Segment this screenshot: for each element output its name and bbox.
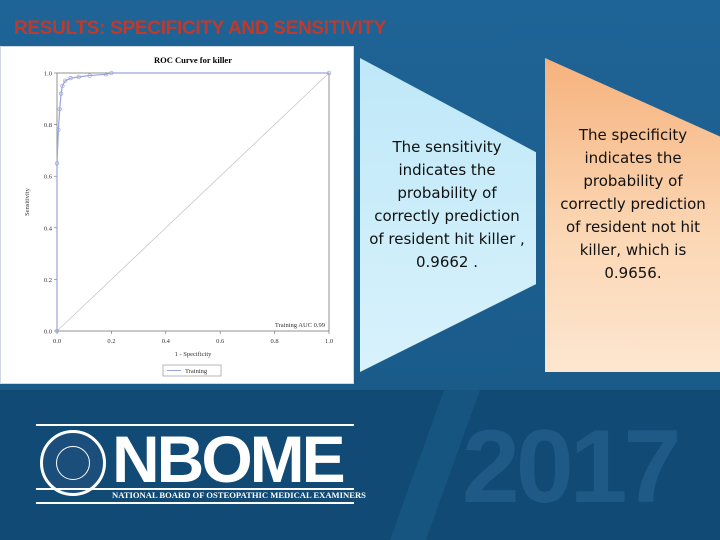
roc-point xyxy=(87,73,92,78)
y-tick-label: 0.0 xyxy=(44,329,52,336)
x-tick-label: 0.2 xyxy=(107,338,115,345)
roc-series-line xyxy=(56,72,329,331)
x-tick-label: 0.4 xyxy=(162,338,171,345)
footer-band xyxy=(0,390,720,540)
sensitivity-text: The sensitivity indicates the probabilit… xyxy=(369,138,525,271)
roc-point xyxy=(58,91,64,96)
roc-point xyxy=(326,70,332,76)
logo-mid-rule xyxy=(36,488,354,490)
logo-top-rule xyxy=(36,424,354,426)
logo-brand: NBOME xyxy=(112,422,346,496)
logo-bottom-rule xyxy=(36,502,354,504)
y-tick-label: 0.2 xyxy=(44,277,52,284)
x-tick-label: 0.6 xyxy=(216,338,225,345)
x-tick-label: 1.0 xyxy=(325,338,333,345)
roc-point xyxy=(76,74,81,80)
x-axis-label: 1 - Specificity xyxy=(175,351,213,358)
legend-label: Training xyxy=(185,368,208,375)
x-tick-label: 0.8 xyxy=(271,338,279,345)
roc-point xyxy=(57,106,62,112)
roc-point xyxy=(63,78,68,83)
y-tick-label: 1.0 xyxy=(44,71,52,78)
roc-point xyxy=(68,76,73,81)
x-tick-label: 0.0 xyxy=(53,338,61,345)
nbome-logo: NBOME NATIONAL BOARD OF OSTEOPATHIC MEDI… xyxy=(36,422,366,504)
roc-chart-card: ROC Curve for killer 0.0 0.2 0.4 0.6 0.8 1.0 0.… xyxy=(0,46,354,384)
logo-subtitle: NATIONAL BOARD OF OSTEOPATHIC MEDICAL EX… xyxy=(112,490,366,500)
slide-title: RESULTS: SPECIFICITY AND SENSITIVITY xyxy=(14,18,387,39)
roc-point xyxy=(103,72,109,77)
roc-point xyxy=(54,161,60,166)
roc-chart: ROC Curve for killer 0.0 0.2 0.4 0.6 0.8 1.0 0.… xyxy=(24,55,333,377)
seal-icon xyxy=(40,430,106,496)
diagonal-reference-line xyxy=(56,72,330,332)
roc-point xyxy=(56,127,61,132)
y-tick-label: 0.8 xyxy=(44,122,52,129)
roc-point xyxy=(60,83,65,89)
y-axis-label: Sensitivity xyxy=(24,187,31,216)
chart-title: ROC Curve for killer xyxy=(154,55,232,65)
specificity-text: The specificity indicates the probabilit… xyxy=(560,126,706,282)
auc-annotation: Training AUC 0.99 xyxy=(275,322,325,329)
y-tick-label: 0.6 xyxy=(44,174,53,181)
roc-point xyxy=(109,70,114,76)
year-watermark: 2017 xyxy=(462,409,681,525)
legend-box xyxy=(162,364,222,377)
roc-point xyxy=(54,328,60,334)
y-tick-label: 0.4 xyxy=(44,225,53,232)
